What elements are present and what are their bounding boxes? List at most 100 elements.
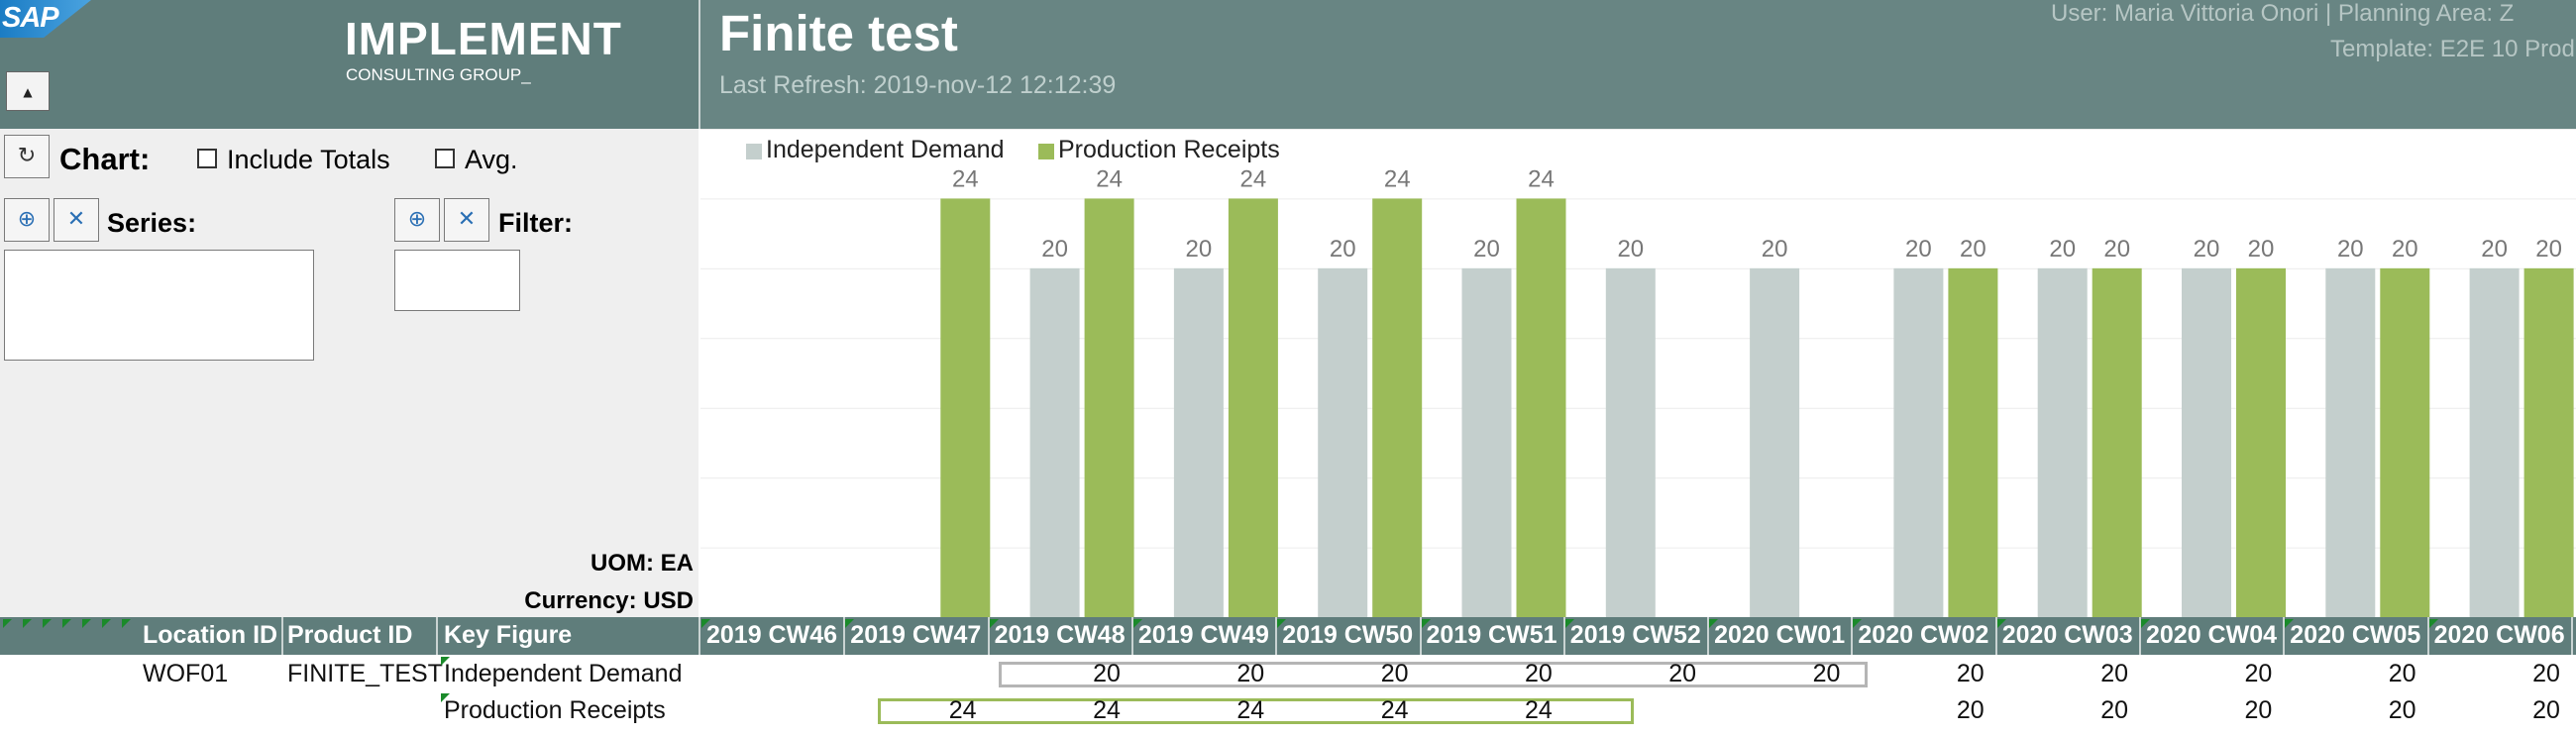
col-header-period[interactable]: 2019 CW46 <box>706 621 838 649</box>
cell-value[interactable]: 24 <box>1380 696 1409 724</box>
bar-independent-demand[interactable] <box>2469 267 2520 617</box>
clear-series-button[interactable]: ✕ <box>54 198 99 242</box>
col-header-key-figure[interactable]: Key Figure <box>444 621 573 649</box>
bar-production-receipts[interactable] <box>1516 198 1566 617</box>
bar-independent-demand[interactable] <box>2182 267 2231 617</box>
cell-value[interactable]: 20 <box>1093 660 1121 687</box>
col-separator <box>1707 617 1710 655</box>
header-marker <box>102 619 111 628</box>
bar-independent-demand[interactable] <box>1750 267 1800 617</box>
cell-value[interactable]: 20 <box>2388 660 2416 687</box>
cell-value[interactable]: 24 <box>1093 696 1121 724</box>
bar-production-receipts[interactable] <box>940 198 991 617</box>
col-header-period[interactable]: 2020 CW06 <box>2433 621 2565 649</box>
bar-production-receipts[interactable] <box>2523 267 2574 617</box>
cell-value[interactable]: 20 <box>1236 660 1265 687</box>
cell-key-figure[interactable]: Independent Demand <box>444 660 683 687</box>
refresh-chart-button[interactable]: ↻ <box>4 135 50 178</box>
col-header-period[interactable]: 2019 CW52 <box>1569 621 1701 649</box>
cell-value[interactable]: 20 <box>2532 696 2560 724</box>
filter-listbox[interactable] <box>394 250 520 311</box>
cell-value[interactable]: 20 <box>1524 660 1553 687</box>
cell-value[interactable]: 20 <box>2244 696 2273 724</box>
col-header-product[interactable]: Product ID <box>287 621 413 649</box>
col-separator <box>1562 617 1565 655</box>
cell-value[interactable]: 20 <box>1380 660 1409 687</box>
data-label: 20 <box>1041 236 1068 263</box>
bar-independent-demand[interactable] <box>1318 267 1368 617</box>
bar-independent-demand[interactable] <box>2037 267 2088 617</box>
bar-independent-demand[interactable] <box>2325 267 2376 617</box>
data-label: 20 <box>1762 236 1788 263</box>
bar-production-receipts[interactable] <box>2380 267 2430 617</box>
col-header-period[interactable]: 2020 CW04 <box>2146 621 2278 649</box>
col-header-location[interactable]: Location ID <box>143 621 278 649</box>
cell-value[interactable]: 20 <box>2388 696 2416 724</box>
col-separator <box>1994 617 1997 655</box>
col-separator <box>1851 617 1854 655</box>
bar-independent-demand[interactable] <box>1461 267 1512 617</box>
bar-production-receipts[interactable] <box>1372 198 1423 617</box>
col-header-period[interactable]: 2019 CW47 <box>850 621 982 649</box>
data-label: 24 <box>1096 165 1123 192</box>
col-header-period[interactable]: 2019 CW51 <box>1426 621 1557 649</box>
col-header-period[interactable]: 2020 CW02 <box>1858 621 1989 649</box>
cell-value[interactable]: 20 <box>2100 696 2128 724</box>
legend-swatch-independent-demand <box>746 144 762 159</box>
avg-label: Avg. <box>465 145 518 174</box>
add-filter-button[interactable]: ⊕ <box>394 198 440 242</box>
page-title: Finite test <box>719 5 958 61</box>
cell-value[interactable]: 24 <box>1524 696 1553 724</box>
avg-checkbox[interactable] <box>435 149 455 168</box>
col-separator <box>2283 617 2286 655</box>
add-series-button[interactable]: ⊕ <box>4 198 50 242</box>
plus-circle-icon: ⊕ <box>407 207 427 232</box>
header-marker <box>2285 619 2295 628</box>
cell-value[interactable]: 20 <box>1956 660 1985 687</box>
cell-value[interactable]: 20 <box>2100 660 2128 687</box>
col-separator <box>2426 617 2429 655</box>
collapse-button[interactable]: ▲ <box>6 71 50 111</box>
cell-value[interactable]: 24 <box>1236 696 1265 724</box>
col-separator <box>843 617 846 655</box>
sap-logo-text: SAP <box>2 2 59 34</box>
cell-key-figure[interactable]: Production Receipts <box>444 696 666 724</box>
bar-independent-demand[interactable] <box>1029 267 1080 617</box>
col-header-period[interactable]: 2019 CW48 <box>994 621 1126 649</box>
header-marker <box>1132 619 1142 628</box>
cell-value[interactable]: 20 <box>1668 660 1697 687</box>
col-header-period[interactable]: 2019 CW49 <box>1137 621 1269 649</box>
data-label: 20 <box>1473 236 1500 263</box>
cell-product[interactable]: FINITE_TEST <box>287 660 443 687</box>
col-header-period[interactable]: 2020 CW03 <box>2001 621 2133 649</box>
data-label: 20 <box>1617 236 1644 263</box>
cell-value[interactable]: 20 <box>1812 660 1841 687</box>
bar-independent-demand[interactable] <box>1173 267 1224 617</box>
col-separator <box>698 617 700 655</box>
cell-location[interactable]: WOF01 <box>143 660 229 687</box>
bar-production-receipts[interactable] <box>1084 198 1134 617</box>
data-label: 24 <box>1240 165 1267 192</box>
bar-production-receipts[interactable] <box>2092 267 2142 617</box>
col-header-period[interactable]: 2020 CW01 <box>1714 621 1846 649</box>
col-separator <box>281 617 283 655</box>
data-label: 24 <box>1528 165 1555 192</box>
col-separator <box>2570 617 2573 655</box>
bar-production-receipts[interactable] <box>1228 198 1278 617</box>
bar-production-receipts[interactable] <box>2236 267 2286 617</box>
clear-filter-button[interactable]: ✕ <box>444 198 489 242</box>
data-label: 20 <box>2481 236 2508 263</box>
cell-value[interactable]: 20 <box>2244 660 2273 687</box>
col-header-period[interactable]: 2020 CW05 <box>2290 621 2421 649</box>
cell-value[interactable]: 24 <box>948 696 977 724</box>
include-totals-checkbox[interactable] <box>197 149 217 168</box>
series-label: Series: <box>107 208 197 238</box>
bar-independent-demand[interactable] <box>1605 267 1656 617</box>
col-header-period[interactable]: 2019 CW50 <box>1282 621 1414 649</box>
cell-value[interactable]: 20 <box>2532 660 2560 687</box>
bar-independent-demand[interactable] <box>1893 267 1944 617</box>
bar-chart: 24 20 24 20 24 20 24 20 24 20 20 20 20 20 20 20 20 20 20 20… <box>700 129 2576 617</box>
bar-production-receipts[interactable] <box>1948 267 1998 617</box>
series-listbox[interactable] <box>4 250 314 361</box>
cell-value[interactable]: 20 <box>1956 696 1985 724</box>
